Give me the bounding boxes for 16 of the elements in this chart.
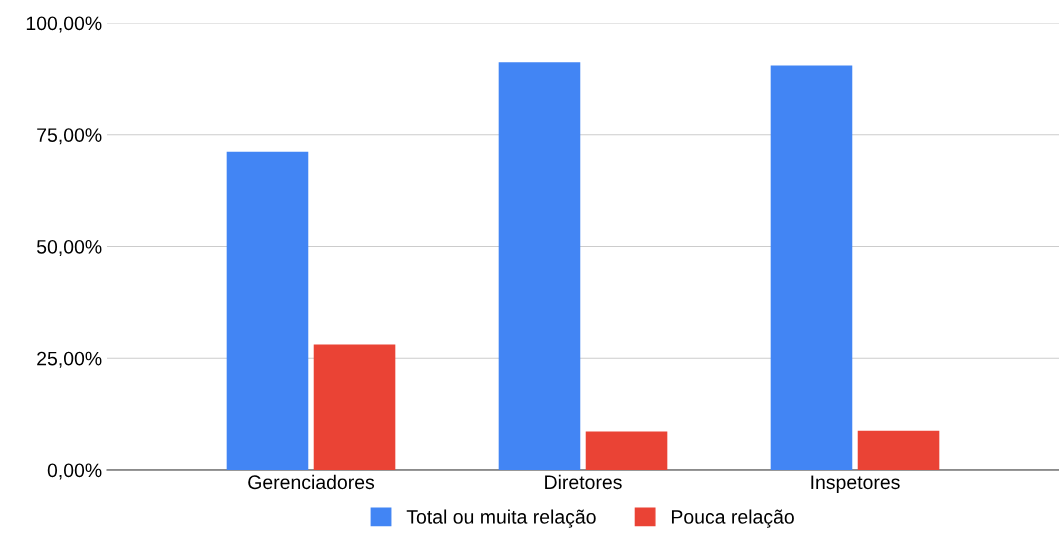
bar bbox=[857, 430, 940, 470]
bar bbox=[585, 431, 668, 470]
x-tick-label: Inspetores bbox=[811, 475, 900, 493]
y-tick-label: 50,00% bbox=[36, 239, 102, 257]
x-tick-label: Gerenciadores bbox=[248, 474, 375, 490]
bar bbox=[226, 151, 309, 470]
bar bbox=[313, 344, 396, 470]
legend-label: Total ou muita relação bbox=[406, 509, 596, 528]
x-tick-label: Diretores bbox=[545, 474, 622, 490]
y-tick-label: 0,00% bbox=[47, 463, 102, 480]
bar bbox=[498, 62, 581, 470]
y-tick-label: 75,00% bbox=[37, 128, 102, 145]
legend-label: Pouca relação bbox=[671, 509, 794, 528]
y-tick-label: 25,00% bbox=[37, 351, 102, 368]
bar bbox=[770, 65, 853, 470]
y-tick-label: 100,00% bbox=[26, 16, 102, 33]
